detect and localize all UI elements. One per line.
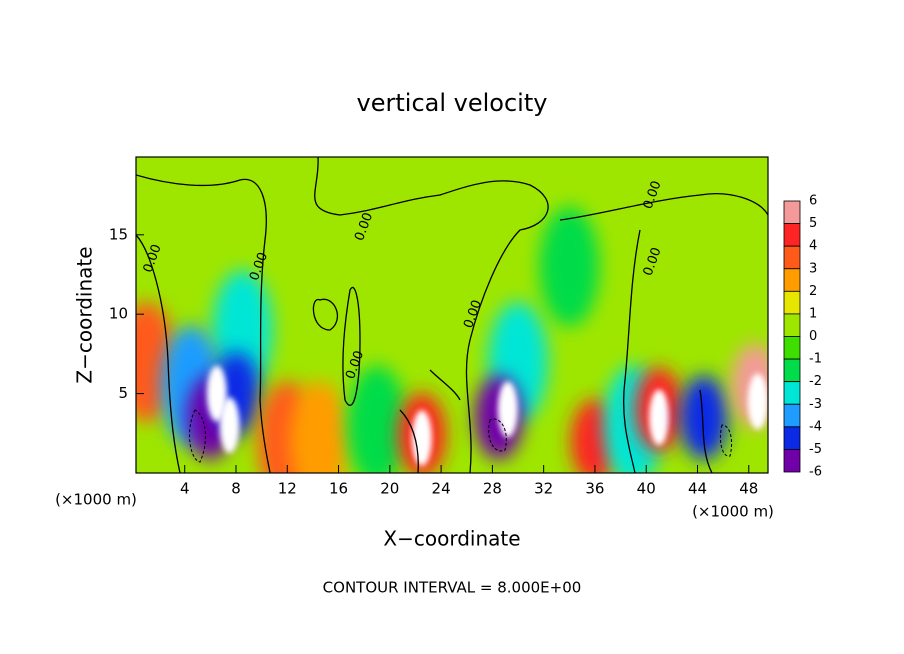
colorbar-label: 3 <box>809 261 817 276</box>
colorbar-label: 1 <box>809 306 817 321</box>
colorbar-box <box>783 403 801 428</box>
x-tick-label: 36 <box>585 480 604 498</box>
y-unit: (×1000 m) <box>692 503 774 521</box>
x-axis-label: X−coordinate <box>383 527 520 551</box>
footnote: CONTOUR INTERVAL = 8.000E+00 <box>323 579 582 597</box>
colorbar-box <box>783 358 801 383</box>
colorbar-label: -4 <box>809 419 822 434</box>
colorbar-label: -3 <box>809 397 822 412</box>
field-feature <box>539 206 600 327</box>
colorbar-label: 2 <box>809 284 817 299</box>
plot-field <box>136 157 768 473</box>
field-feature <box>289 381 350 473</box>
x-tick-label: 12 <box>278 480 297 498</box>
field-feature <box>347 365 407 473</box>
chart-title: vertical velocity <box>357 89 548 117</box>
x-tick-label: 16 <box>329 480 348 498</box>
x-tick-label: 28 <box>483 480 502 498</box>
colorbar-box <box>783 336 801 360</box>
x-tick-label: 48 <box>739 480 758 498</box>
x-tick-label: 44 <box>688 480 707 498</box>
colorbar-box <box>783 223 801 247</box>
colorbar-label: 5 <box>809 216 817 231</box>
x-tick-label: 32 <box>534 480 553 498</box>
colorbar-box <box>783 290 801 315</box>
colorbar-label: 6 <box>809 194 817 209</box>
x-tick-label: 24 <box>432 480 451 498</box>
field-feature <box>411 410 432 467</box>
zero-contours <box>136 157 768 473</box>
colorbar: 6 5 4 3 2 1 0 -1 -2 -3 -4 -5 -6 <box>783 194 822 480</box>
colorbar-label: 4 <box>809 239 817 254</box>
colorbar-box <box>783 200 801 224</box>
y-axis-label: Z−coordinate <box>73 246 97 383</box>
y-tick-label: 5 <box>118 384 128 402</box>
x-tick-label: 40 <box>637 480 656 498</box>
x-tick-label: 20 <box>380 480 399 498</box>
field-feature <box>679 375 728 460</box>
colorbar-box <box>783 449 801 473</box>
colorbar-label: 0 <box>809 329 817 344</box>
colorbar-box <box>783 426 801 450</box>
colorbar-box <box>783 245 801 270</box>
colorbar-label: -6 <box>809 465 822 480</box>
colorbar-label: -1 <box>809 352 822 367</box>
x-unit: (×1000 m) <box>55 491 137 509</box>
field-feature <box>649 389 670 446</box>
field-feature <box>219 397 240 454</box>
y-tick-label: 10 <box>109 305 128 323</box>
x-tick-label: 8 <box>231 480 241 498</box>
colorbar-label: -2 <box>809 374 822 389</box>
field-feature <box>206 365 227 422</box>
plot-frame <box>135 156 769 474</box>
colorbar-box <box>783 313 801 337</box>
x-tick-label: 4 <box>180 480 190 498</box>
colorbar-box <box>783 268 801 292</box>
colorbar-label: -5 <box>809 442 822 457</box>
field-feature <box>747 373 768 430</box>
y-tick-label: 15 <box>109 225 128 243</box>
field-feature <box>497 381 518 438</box>
colorbar-box <box>783 381 801 405</box>
negative-contours <box>189 409 733 463</box>
